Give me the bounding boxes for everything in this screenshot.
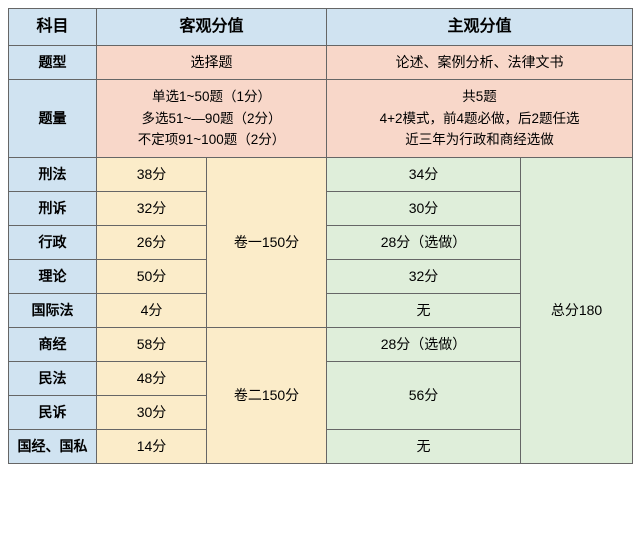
subj-score-r5: 无	[327, 293, 521, 327]
qcount-objective: 单选1~50题（1分） 多选51~—90题（2分） 不定项91~100题（2分）	[97, 80, 327, 158]
obj-score-r6: 58分	[97, 327, 207, 361]
obj-score-r1: 38分	[97, 157, 207, 191]
subj-score-r1: 34分	[327, 157, 521, 191]
qcount-subj-line2: 4+2模式，前4题必做，后2题任选	[331, 108, 628, 130]
obj-score-r5: 4分	[97, 293, 207, 327]
subj-score-r6: 28分（选做）	[327, 327, 521, 361]
subject-r7: 民法	[9, 361, 97, 395]
header-subject: 科目	[9, 9, 97, 46]
subj-score-r78: 56分	[327, 361, 521, 429]
obj-score-r2: 32分	[97, 191, 207, 225]
subj-score-r4: 32分	[327, 259, 521, 293]
obj-score-r9: 14分	[97, 429, 207, 463]
obj-score-r8: 30分	[97, 395, 207, 429]
row-qcount-label: 题量	[9, 80, 97, 158]
subj-score-r9: 无	[327, 429, 521, 463]
obj-total-bot: 卷二150分	[207, 327, 327, 463]
subject-r1: 刑法	[9, 157, 97, 191]
qtype-objective: 选择题	[97, 46, 327, 80]
row-qtype-label: 题型	[9, 46, 97, 80]
subject-r4: 理论	[9, 259, 97, 293]
qcount-subjective: 共5题 4+2模式，前4题必做，后2题任选 近三年为行政和商经选做	[327, 80, 633, 158]
qcount-subj-line3: 近三年为行政和商经选做	[331, 129, 628, 151]
subject-r2: 刑诉	[9, 191, 97, 225]
obj-score-r7: 48分	[97, 361, 207, 395]
subj-score-r3: 28分（选做）	[327, 225, 521, 259]
subj-total: 总分180	[521, 157, 633, 463]
score-table: 科目 客观分值 主观分值 题型 选择题 论述、案例分析、法律文书 题量 单选1~…	[8, 8, 633, 464]
subject-r6: 商经	[9, 327, 97, 361]
header-objective: 客观分值	[97, 9, 327, 46]
subject-r8: 民诉	[9, 395, 97, 429]
subj-score-r2: 30分	[327, 191, 521, 225]
qcount-obj-line3: 不定项91~100题（2分）	[101, 129, 322, 151]
qcount-subj-line1: 共5题	[331, 86, 628, 108]
subject-r3: 行政	[9, 225, 97, 259]
header-subjective: 主观分值	[327, 9, 633, 46]
obj-score-r3: 26分	[97, 225, 207, 259]
subject-r5: 国际法	[9, 293, 97, 327]
qcount-obj-line1: 单选1~50题（1分）	[101, 86, 322, 108]
subject-r9: 国经、国私	[9, 429, 97, 463]
qcount-obj-line2: 多选51~—90题（2分）	[101, 108, 322, 130]
obj-score-r4: 50分	[97, 259, 207, 293]
qtype-subjective: 论述、案例分析、法律文书	[327, 46, 633, 80]
obj-total-top: 卷一150分	[207, 157, 327, 327]
